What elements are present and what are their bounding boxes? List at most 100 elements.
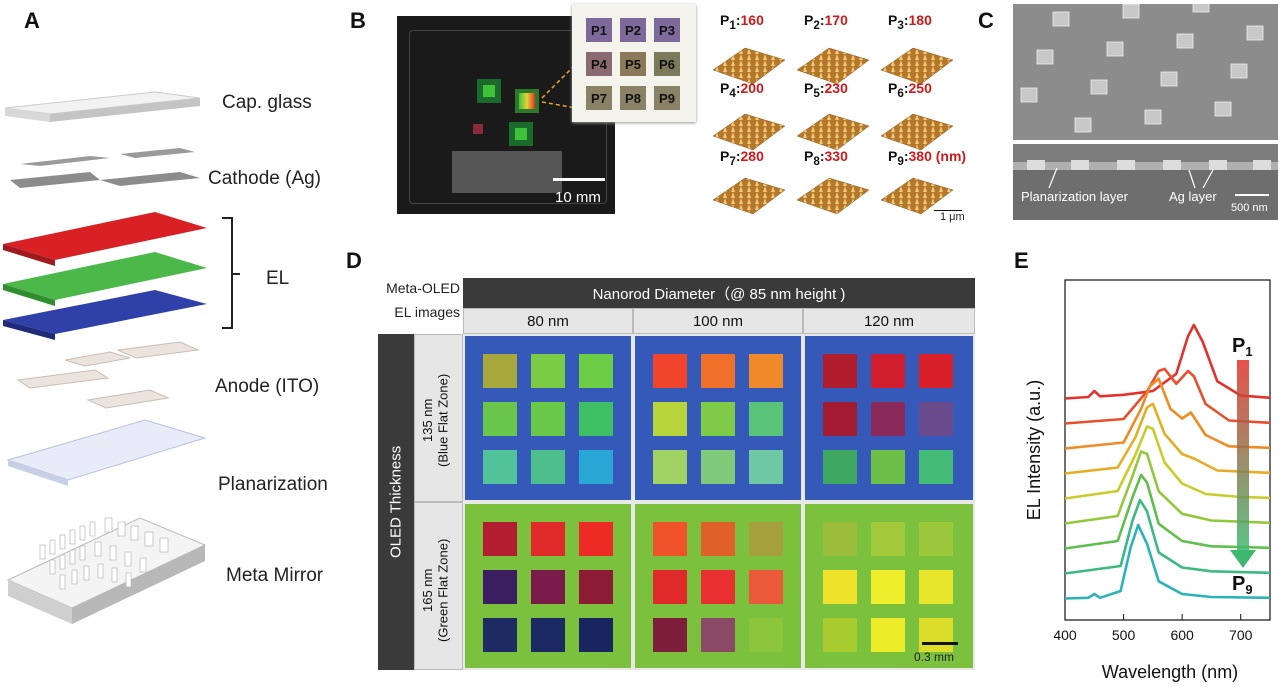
nanorod-header: Nanorod Diameter（@ 85 nm height ) bbox=[463, 278, 975, 308]
el-block bbox=[633, 334, 803, 502]
el-pixel-square bbox=[823, 618, 857, 652]
spectrum-line-p7 bbox=[1064, 473, 1271, 550]
panel-label-e: E bbox=[1014, 248, 1029, 273]
el-pixel-square bbox=[871, 402, 905, 436]
sem-top-view bbox=[1013, 0, 1278, 140]
x-axis-label: Wavelength (nm) bbox=[1102, 662, 1238, 682]
el-pixel-square bbox=[531, 570, 565, 604]
afm-label-p2: P2:170 bbox=[804, 12, 848, 32]
el-pixel-square bbox=[919, 570, 953, 604]
x-tick-label: 600 bbox=[1170, 627, 1194, 643]
el-pixel-square bbox=[823, 570, 857, 604]
el-pixel-square bbox=[749, 522, 783, 556]
el-pixel-square bbox=[701, 618, 735, 652]
el-pixel-square bbox=[579, 402, 613, 436]
el-pixel-square bbox=[579, 522, 613, 556]
photo-scale-bar: 10 mm bbox=[555, 189, 601, 206]
spectrum-line-p3 bbox=[1064, 377, 1271, 450]
layer-label-el: EL bbox=[266, 268, 290, 289]
spectrum-line-p2 bbox=[1064, 367, 1271, 425]
el-pixel-square bbox=[579, 618, 613, 652]
layer-label-cap-glass: Cap. glass bbox=[222, 92, 312, 113]
pixel-p4: P4 bbox=[586, 52, 612, 76]
el-pixel-square bbox=[871, 354, 905, 388]
el-pixel-square bbox=[919, 618, 953, 652]
el-block bbox=[803, 502, 975, 670]
layer-label-anode: Anode (ITO) bbox=[215, 376, 320, 397]
el-pixel-square bbox=[531, 618, 565, 652]
el-pixel-square bbox=[749, 402, 783, 436]
el-pixel-square bbox=[579, 450, 613, 484]
panel-label-c: C bbox=[978, 8, 994, 33]
layer-label-cathode: Cathode (Ag) bbox=[208, 168, 322, 189]
row-label-165: 165 nm (Green Flat Zone) bbox=[420, 538, 451, 642]
el-pixel-square bbox=[653, 618, 687, 652]
el-pixel-square bbox=[531, 402, 565, 436]
afm-label-p6: P6:250 bbox=[888, 80, 932, 100]
el-pixel-square bbox=[749, 618, 783, 652]
pixel-p1: P1 bbox=[586, 18, 612, 42]
afm-label-p7: P7:280 bbox=[720, 148, 764, 168]
el-pixel-square bbox=[483, 618, 517, 652]
afm-label-p9: P9:380 (nm) bbox=[888, 148, 967, 168]
el-pixel-square bbox=[653, 402, 687, 436]
thickness-side-bar: OLED Thickness bbox=[378, 334, 414, 670]
col-header-80: 80 nm bbox=[463, 308, 633, 334]
pixel-p3: P3 bbox=[654, 18, 680, 42]
pixel-layout-inset: P1 P2 P3 P4 P5 P6 P7 P8 P9 bbox=[572, 4, 696, 122]
p9-label: P9 bbox=[1232, 573, 1253, 597]
el-pixel-square bbox=[701, 450, 735, 484]
el-block bbox=[463, 502, 633, 670]
plot-frame bbox=[1064, 279, 1271, 621]
p1-label: P1 bbox=[1232, 335, 1253, 359]
el-pixel-square bbox=[701, 570, 735, 604]
el-pixel-square bbox=[749, 354, 783, 388]
el-block bbox=[463, 334, 633, 502]
el-pixel-square bbox=[919, 522, 953, 556]
ag-layer-label: Ag layer bbox=[1169, 189, 1217, 204]
el-pixel-square bbox=[531, 354, 565, 388]
el-pixel-square bbox=[653, 522, 687, 556]
el-pixel-square bbox=[701, 522, 735, 556]
planarization-layer-label: Planarization layer bbox=[1021, 189, 1128, 204]
zoom-lines bbox=[541, 63, 577, 109]
afm-images bbox=[712, 47, 954, 215]
row-label-135: 135 nm (Blue Flat Zone) bbox=[420, 373, 451, 467]
panel-label-d: D bbox=[346, 248, 362, 273]
x-tick-label: 700 bbox=[1229, 627, 1253, 643]
el-pixel-square bbox=[531, 450, 565, 484]
el-pixel-square bbox=[579, 570, 613, 604]
el-pixel-square bbox=[483, 402, 517, 436]
pixel-p8: P8 bbox=[620, 86, 646, 110]
col-header-100: 100 nm bbox=[633, 308, 803, 334]
el-pixel-square bbox=[823, 402, 857, 436]
el-pixel-square bbox=[653, 570, 687, 604]
corner-label-bottom: EL images bbox=[394, 304, 460, 320]
corner-label-top: Meta-OLED bbox=[386, 280, 460, 296]
el-pixel-square bbox=[823, 450, 857, 484]
x-tick-label: 500 bbox=[1112, 627, 1136, 643]
pixel-p5: P5 bbox=[620, 52, 646, 76]
el-spectra-chart: 400 500 600 700 EL Intensity (a.u.) Wavelen… bbox=[1024, 279, 1271, 682]
x-tick-label: 400 bbox=[1053, 627, 1077, 643]
el-pixel-square bbox=[701, 354, 735, 388]
panel-label-b: B bbox=[350, 8, 366, 33]
layer-label-meta-mirror: Meta Mirror bbox=[226, 565, 324, 586]
afm-label-p3: P3:180 bbox=[888, 12, 932, 32]
spectrum-line-p5 bbox=[1064, 425, 1271, 500]
afm-label-p1: P1:160 bbox=[720, 12, 764, 32]
el-pixel-square bbox=[823, 354, 857, 388]
el-pixel-square bbox=[871, 522, 905, 556]
el-pixel-square bbox=[871, 618, 905, 652]
pixel-p7: P7 bbox=[586, 86, 612, 110]
el-pixel-square bbox=[919, 354, 953, 388]
afm-label-p8: P8:330 bbox=[804, 148, 848, 168]
el-pixel-square bbox=[749, 570, 783, 604]
el-scale-label: 0.3 mm bbox=[914, 650, 955, 664]
el-pixel-square bbox=[653, 450, 687, 484]
spectrum-line-p1 bbox=[1064, 323, 1271, 400]
trend-arrow-head bbox=[1230, 550, 1256, 568]
spectrum-line-p6 bbox=[1064, 450, 1271, 525]
el-pixel-square bbox=[919, 450, 953, 484]
el-block bbox=[803, 334, 975, 502]
